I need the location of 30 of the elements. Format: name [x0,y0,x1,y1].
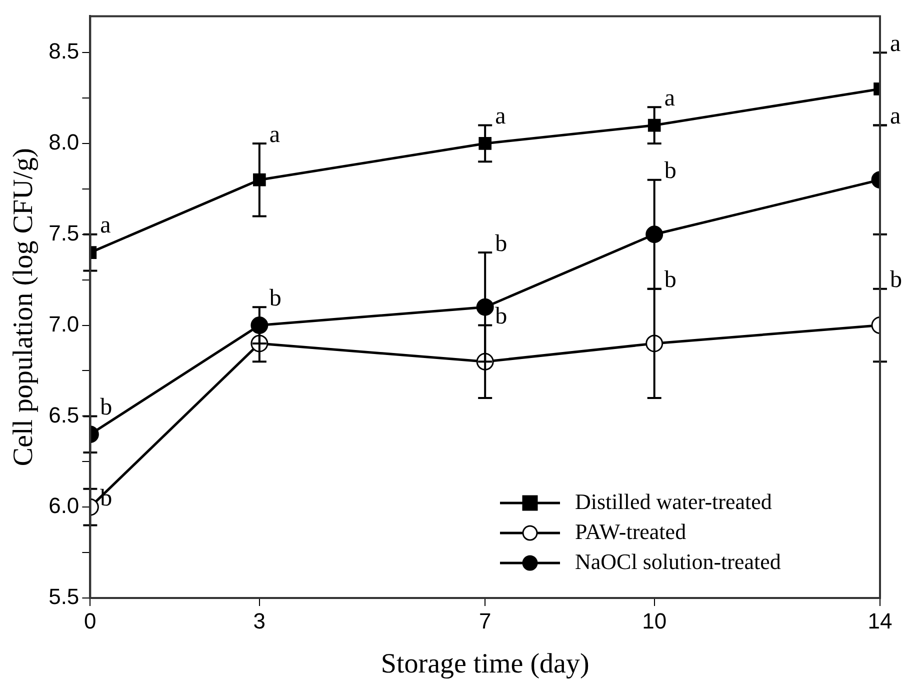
y-tick-label: 8.0 [48,130,80,155]
x-tick-label: 0 [84,608,96,634]
annotation: a [100,212,112,239]
x-tick-label: 3 [253,608,266,634]
x-tick-label: 7 [478,608,492,634]
y-axis-title: Cell population (log CFU/g) [8,148,40,466]
y-tick-label: 6.0 [48,493,80,518]
x-tick-label: 10 [642,608,667,634]
legend-label: NaOCl solution-treated [575,548,781,574]
annotation: b [890,267,902,294]
annotation: a [664,85,676,112]
annotation: b [100,394,112,420]
annotation: a [269,122,280,148]
annotation: b [269,285,282,312]
annotation: a [495,104,506,130]
y-tick-label: 8.5 [48,38,80,64]
annotation: b [495,230,508,257]
legend-label: Distilled water-treated [575,488,772,514]
y-tick-label: 7.5 [48,220,80,246]
annotation: b [664,158,676,184]
annotation: a [890,104,901,130]
annotation: b [664,267,676,294]
annotation: b [495,304,508,330]
y-tick-label: 7.0 [48,311,80,336]
annotation: a [890,30,901,57]
legend-label: PAW-treated [575,518,686,544]
x-tick-label: 14 [868,608,892,634]
y-tick-label: 5.5 [48,584,80,610]
x-axis-title: Storage time (day) [380,648,590,680]
y-tick-label: 6.5 [48,402,80,428]
